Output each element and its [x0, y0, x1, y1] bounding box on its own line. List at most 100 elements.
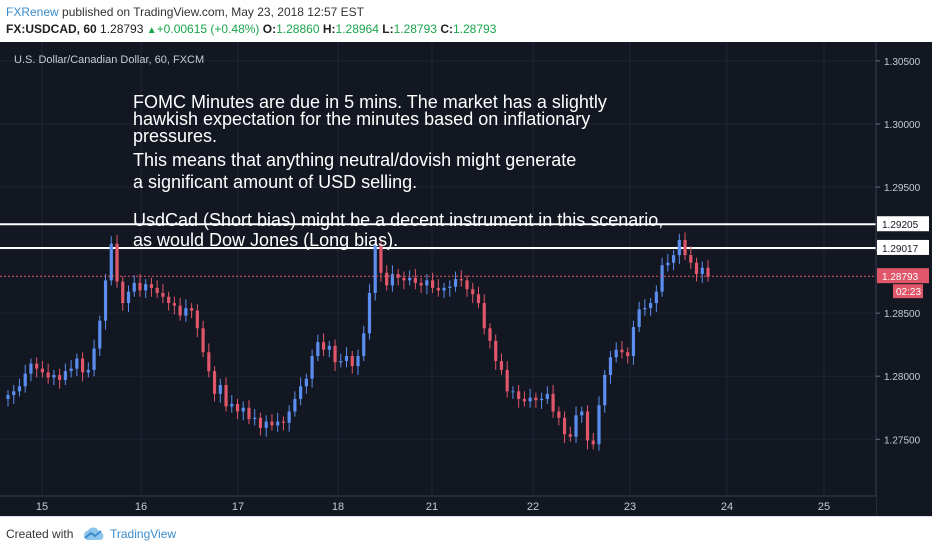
author-link[interactable]: FXRenew: [6, 5, 59, 19]
candle[interactable]: [499, 353, 504, 375]
tradingview-link[interactable]: TradingView: [110, 527, 177, 541]
candle[interactable]: [367, 284, 372, 340]
candle[interactable]: [126, 285, 131, 312]
candle[interactable]: [614, 342, 618, 363]
candle[interactable]: [224, 377, 228, 412]
candle[interactable]: [161, 284, 165, 304]
candle[interactable]: [482, 294, 486, 335]
candle[interactable]: [115, 234, 119, 288]
candle[interactable]: [190, 303, 194, 319]
candle[interactable]: [649, 298, 653, 316]
candle[interactable]: [178, 298, 182, 321]
candle[interactable]: [453, 271, 458, 292]
candle[interactable]: [144, 279, 148, 299]
candle[interactable]: [694, 257, 699, 282]
candle[interactable]: [689, 246, 693, 269]
candle[interactable]: [626, 347, 630, 364]
candle[interactable]: [253, 408, 257, 426]
candle[interactable]: [339, 353, 343, 368]
candle[interactable]: [522, 391, 526, 407]
candle[interactable]: [276, 412, 280, 432]
candle[interactable]: [258, 412, 263, 436]
candle[interactable]: [46, 363, 50, 384]
candle[interactable]: [666, 253, 670, 272]
candle[interactable]: [35, 357, 39, 378]
candle[interactable]: [591, 432, 595, 450]
candle[interactable]: [700, 261, 704, 283]
candle[interactable]: [29, 358, 33, 382]
candle[interactable]: [528, 388, 532, 408]
candle[interactable]: [241, 401, 245, 421]
candle[interactable]: [98, 315, 102, 357]
candle[interactable]: [574, 406, 578, 444]
candle[interactable]: [92, 339, 96, 377]
candle[interactable]: [149, 277, 154, 297]
candle[interactable]: [327, 340, 331, 358]
candle[interactable]: [459, 270, 463, 287]
candle[interactable]: [379, 238, 383, 282]
candle[interactable]: [442, 282, 446, 299]
candle[interactable]: [167, 291, 171, 311]
candle[interactable]: [476, 286, 481, 309]
candle[interactable]: [683, 232, 687, 261]
candle[interactable]: [471, 282, 475, 304]
candle[interactable]: [230, 395, 234, 413]
candle[interactable]: [603, 369, 607, 413]
candle[interactable]: [637, 301, 641, 333]
candle[interactable]: [321, 333, 326, 357]
candle[interactable]: [488, 323, 492, 349]
candle[interactable]: [270, 414, 274, 431]
candle[interactable]: [155, 280, 159, 299]
candle[interactable]: [172, 296, 176, 315]
candle[interactable]: [195, 304, 199, 338]
candle[interactable]: [109, 236, 113, 286]
candle[interactable]: [373, 239, 377, 301]
candle[interactable]: [316, 334, 320, 362]
candle[interactable]: [517, 385, 521, 408]
candle[interactable]: [344, 347, 349, 368]
candle[interactable]: [660, 257, 664, 297]
annotation-text[interactable]: FOMC Minutes are due in 5 mins. The mark…: [133, 92, 663, 250]
candle[interactable]: [620, 340, 624, 359]
candle[interactable]: [201, 320, 205, 358]
candle[interactable]: [333, 339, 337, 372]
candle[interactable]: [293, 391, 297, 417]
candle[interactable]: [390, 265, 395, 292]
candle[interactable]: [264, 415, 268, 437]
candle[interactable]: [396, 269, 400, 286]
candle[interactable]: [494, 334, 498, 370]
candle[interactable]: [86, 362, 90, 378]
candle[interactable]: [545, 386, 549, 404]
candle[interactable]: [413, 269, 417, 290]
candle[interactable]: [408, 270, 412, 286]
candle[interactable]: [356, 349, 360, 375]
candle[interactable]: [402, 271, 406, 290]
candle[interactable]: [299, 377, 303, 406]
time-axis[interactable]: [0, 496, 876, 516]
candle[interactable]: [706, 260, 710, 282]
candle[interactable]: [436, 279, 440, 297]
candle[interactable]: [425, 274, 429, 295]
candle[interactable]: [287, 405, 291, 432]
candle[interactable]: [597, 396, 601, 451]
candle[interactable]: [281, 416, 286, 431]
candle[interactable]: [568, 426, 572, 442]
candle[interactable]: [654, 285, 658, 312]
candle[interactable]: [6, 390, 10, 407]
candle[interactable]: [247, 400, 251, 425]
chart-area[interactable]: 1.305001.300001.295001.290001.285001.280…: [0, 42, 932, 516]
candle[interactable]: [643, 299, 647, 316]
candle[interactable]: [608, 350, 613, 384]
candle[interactable]: [671, 250, 676, 271]
candle[interactable]: [40, 361, 45, 378]
candle[interactable]: [80, 352, 85, 382]
candle[interactable]: [385, 265, 389, 291]
candle[interactable]: [677, 233, 681, 264]
candle[interactable]: [138, 274, 142, 297]
candle[interactable]: [17, 378, 22, 397]
candle[interactable]: [121, 276, 125, 311]
candle[interactable]: [103, 274, 108, 330]
candle[interactable]: [304, 373, 308, 394]
candle[interactable]: [12, 385, 16, 404]
candle[interactable]: [63, 363, 67, 386]
